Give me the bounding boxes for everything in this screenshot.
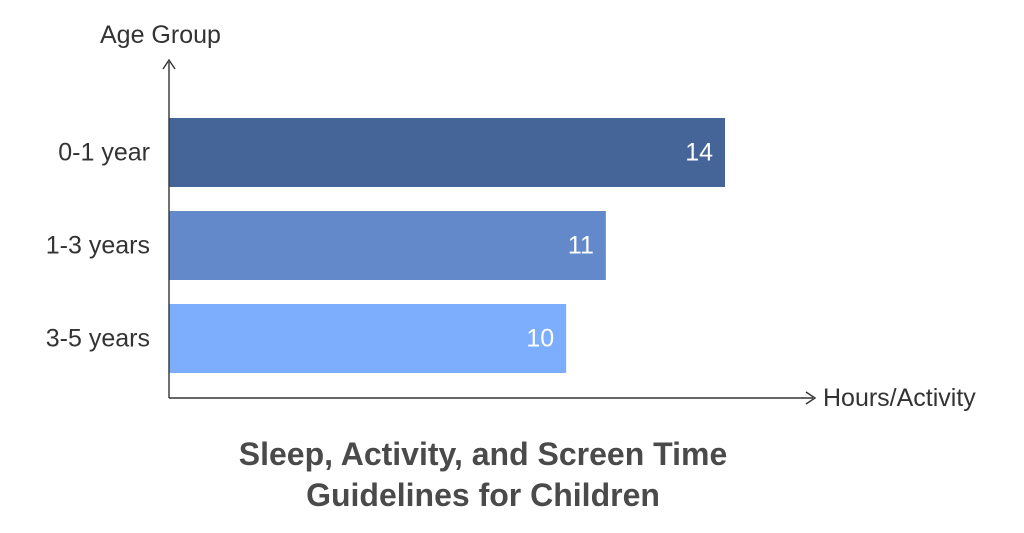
y-axis-title: Age Group xyxy=(100,21,221,49)
bars-layer: 14 0-1 year 11 1-3 years 10 3-5 years xyxy=(46,118,725,373)
bar-1-3-years xyxy=(169,211,606,280)
value-label-0-1-year: 14 xyxy=(685,139,713,167)
y-axis-arrow xyxy=(162,58,176,70)
x-axis-arrow xyxy=(805,391,817,405)
category-label-0-1-year: 0-1 year xyxy=(58,139,150,167)
bar-0-1-year xyxy=(169,118,725,187)
value-label-3-5-years: 10 xyxy=(526,325,554,353)
chart-title-line-1: Sleep, Activity, and Screen Time xyxy=(239,436,727,472)
chart-title-line-2: Guidelines for Children xyxy=(306,477,660,513)
category-label-3-5-years: 3-5 years xyxy=(46,325,150,353)
value-label-1-3-years: 11 xyxy=(568,232,594,260)
category-label-1-3-years: 1-3 years xyxy=(46,232,150,260)
x-axis-title: Hours/Activity xyxy=(823,384,976,412)
bar-3-5-years xyxy=(169,304,567,373)
